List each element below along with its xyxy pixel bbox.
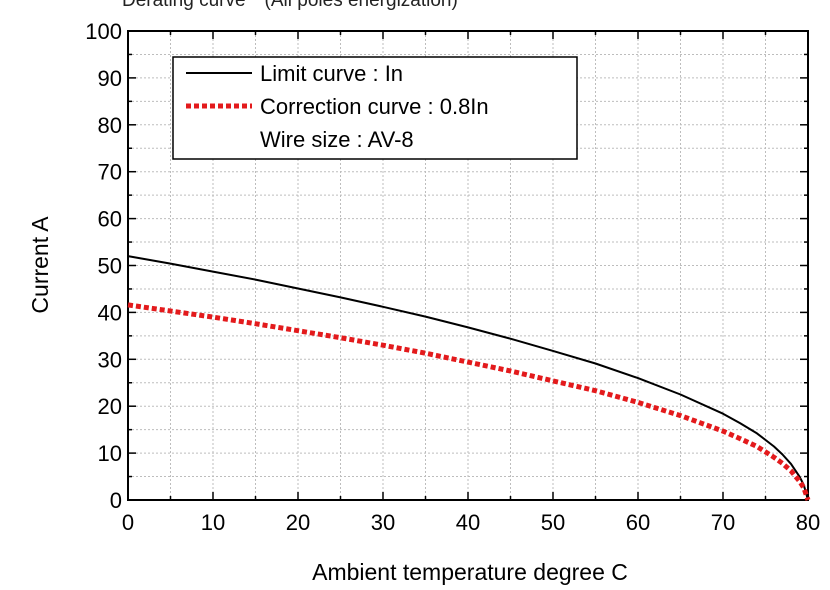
legend: Limit curve : In Correction curve : 0.8I… [172, 56, 578, 160]
y-tick-labels: 0 10 20 30 40 50 60 70 80 90 100 [85, 19, 122, 513]
legend-label-limit: Limit curve : In [260, 61, 403, 86]
x-tick-label: 50 [541, 510, 565, 535]
y-tick-label: 60 [98, 207, 122, 232]
y-tick-label: 50 [98, 254, 122, 279]
x-tick-labels: 0 10 20 30 40 50 60 70 80 [122, 510, 820, 535]
y-tick-label: 90 [98, 66, 122, 91]
series-layer [127, 255, 811, 501]
legend-note-wire-size: Wire size : AV-8 [260, 127, 414, 152]
x-tick-label: 40 [456, 510, 480, 535]
x-tick-label: 60 [626, 510, 650, 535]
series-line-1 [127, 302, 811, 501]
y-tick-label: 0 [110, 488, 122, 513]
x-axis-label: Ambient temperature degree C [312, 559, 628, 585]
y-tick-label: 40 [98, 300, 122, 325]
y-tick-label: 100 [85, 19, 122, 44]
y-axis-label: Current A [27, 216, 53, 314]
x-tick-label: 70 [711, 510, 735, 535]
y-tick-label: 80 [98, 113, 122, 138]
y-tick-label: 20 [98, 394, 122, 419]
x-tick-label: 80 [796, 510, 820, 535]
x-tick-label: 30 [371, 510, 395, 535]
y-tick-label: 70 [98, 160, 122, 185]
legend-label-correction: Correction curve : 0.8In [260, 94, 489, 119]
y-tick-label: 10 [98, 441, 122, 466]
chart-title: Derating curve (All poles energization) [122, 0, 458, 11]
x-tick-label: 0 [122, 510, 134, 535]
x-tick-label: 20 [286, 510, 310, 535]
x-tick-label: 10 [201, 510, 225, 535]
series-line-0 [127, 255, 809, 501]
y-tick-label: 30 [98, 347, 122, 372]
